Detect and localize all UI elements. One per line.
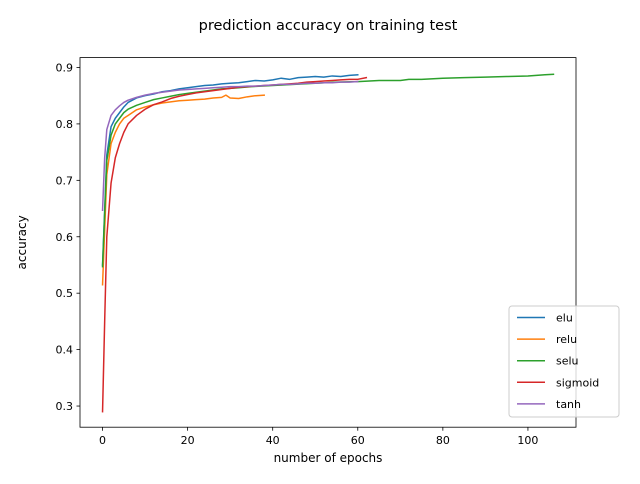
series-layer [101,73,555,413]
legend-label-sigmoid: sigmoid [556,376,599,389]
x-tick-label: 40 [266,434,280,447]
y-tick-label: 0.5 [56,287,74,300]
plot-frame [79,57,577,428]
legend-label-tanh: tanh [556,398,581,411]
x-axis-label: number of epochs [274,451,383,465]
x-tick-label: 20 [181,434,195,447]
y-tick-label: 0.7 [56,174,74,187]
series-line-tanh [101,80,359,212]
y-tick-label: 0.9 [56,61,74,74]
legend-label-selu: selu [556,355,579,368]
legend-label-elu: elu [556,312,573,325]
y-tick-label: 0.3 [56,400,74,413]
series-line-relu [101,94,265,286]
legend-frame [508,305,620,418]
x-tick-label: 100 [517,434,538,447]
legend-label-relu: relu [556,333,577,346]
x-axis-ticks: 0 20 40 60 80 100 [99,427,538,447]
x-tick-label: 0 [99,434,106,447]
y-axis-ticks: 0.3 0.4 0.5 0.6 0.7 0.8 0.9 [56,61,80,413]
y-tick-label: 0.6 [56,231,74,244]
y-tick-label: 0.8 [56,118,74,131]
x-tick-label: 80 [436,434,450,447]
legend: elu relu selu sigmoid tanh [508,305,620,418]
chart-title: prediction accuracy on training test [199,18,458,34]
y-axis-label: accuracy [15,215,29,269]
x-tick-label: 60 [351,434,365,447]
series-line-elu [101,74,359,266]
series-line-sigmoid [101,76,368,413]
y-tick-label: 0.4 [56,344,74,357]
